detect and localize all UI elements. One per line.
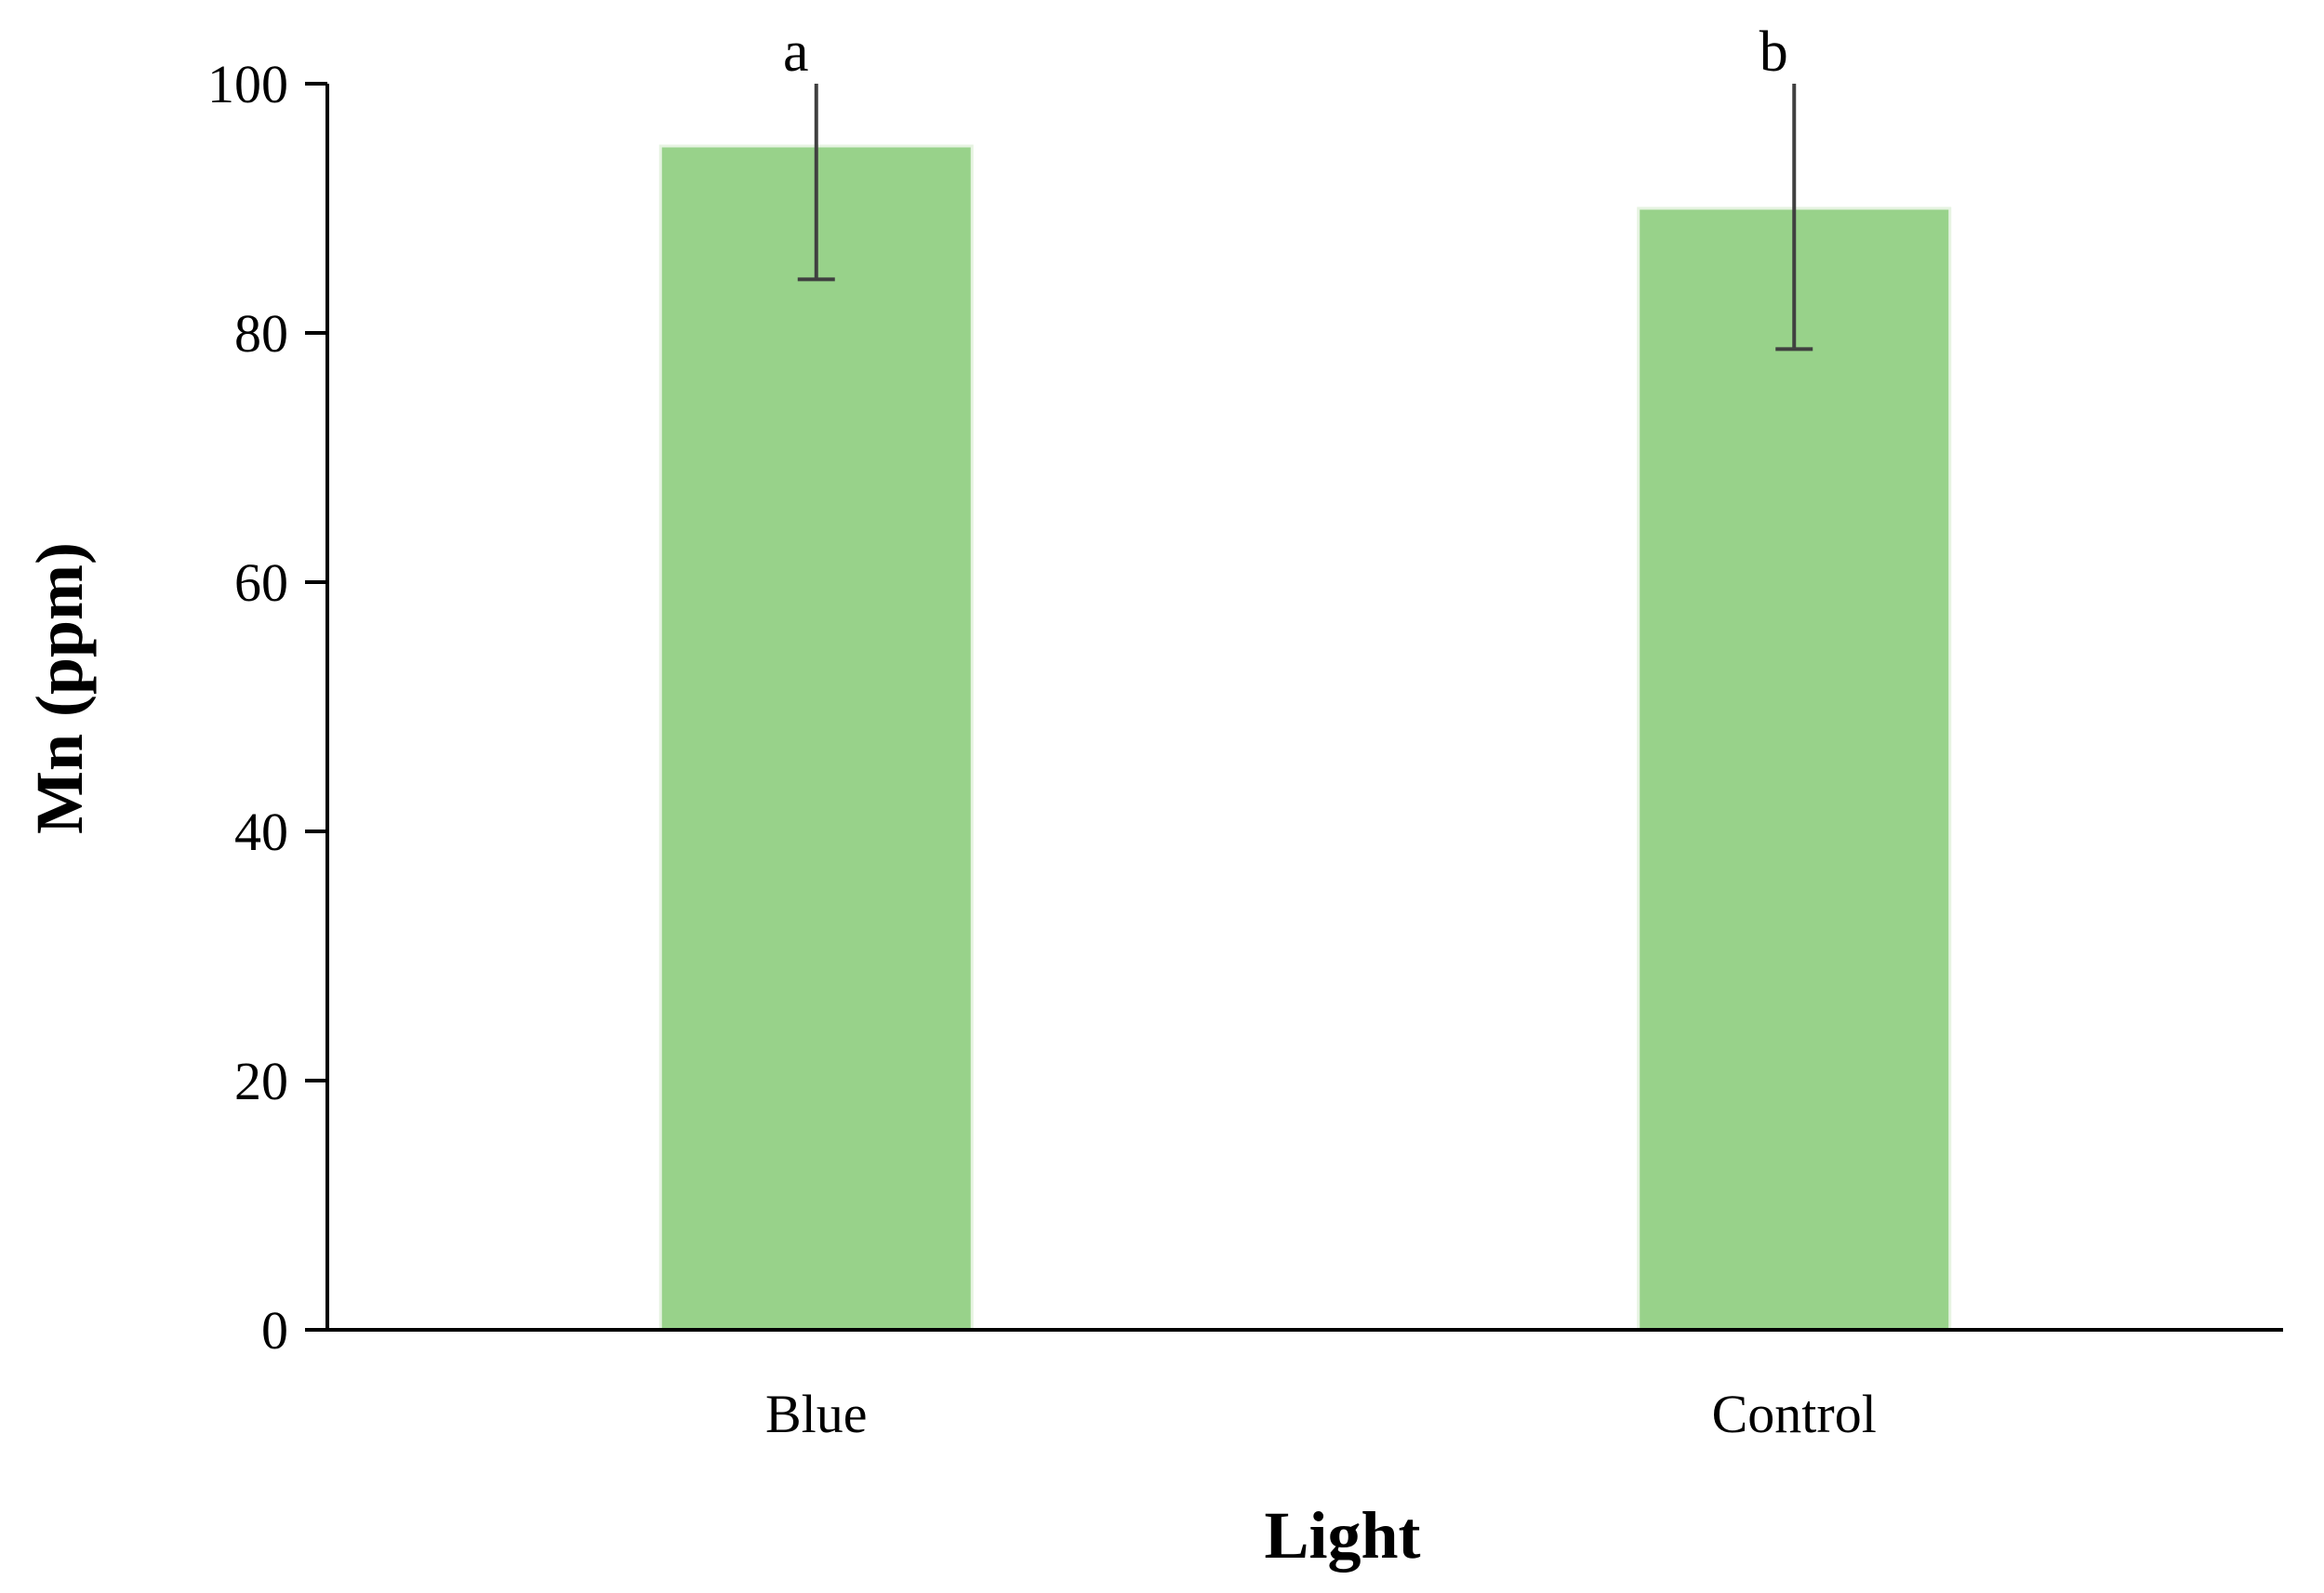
x-axis-title: Light: [1264, 1498, 1420, 1573]
bar-blue: [658, 144, 974, 1332]
significance-letter-blue: a: [783, 20, 809, 84]
x-tick-label-blue: Blue: [765, 1384, 868, 1444]
bars: [658, 144, 1952, 1332]
significance-letter-control: b: [1760, 20, 1788, 84]
labels: 0 20 40 60 80 100 Blue a Control b: [207, 20, 1877, 1444]
y-axis-ticks: [305, 82, 327, 1332]
y-tick-label: 40: [234, 802, 288, 862]
y-tick-label: 60: [234, 552, 288, 613]
y-tick-label: 0: [261, 1300, 288, 1361]
y-tick-label: 100: [207, 54, 288, 114]
error-bars: [797, 84, 1813, 352]
x-tick-label-control: Control: [1712, 1384, 1877, 1444]
y-tick-label: 20: [234, 1051, 288, 1111]
bar-control: [1637, 206, 1952, 1332]
y-tick-label: 80: [234, 303, 288, 364]
axes: [325, 84, 2283, 1332]
y-axis-title: Mn (ppm): [22, 542, 97, 834]
